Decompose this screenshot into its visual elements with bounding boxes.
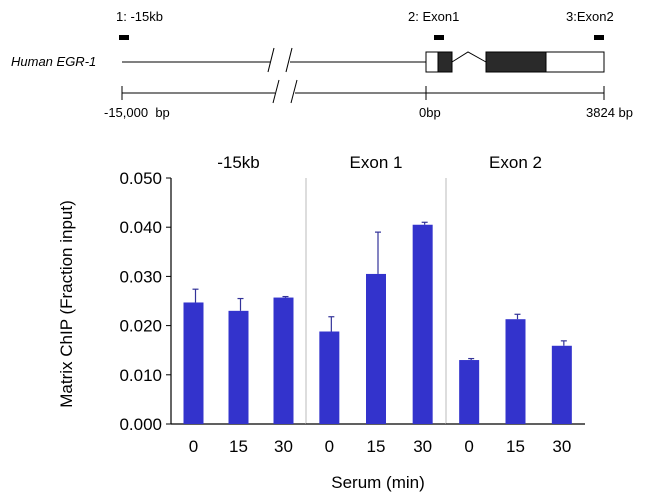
break-mark-2 <box>285 47 293 73</box>
gene-name: Human EGR-1 <box>11 54 96 69</box>
bar <box>412 224 433 424</box>
y-axis-label: Matrix ChIP (Fraction input) <box>57 200 76 408</box>
bar <box>228 310 249 424</box>
x-tick-label: 0 <box>464 437 473 456</box>
chart: Matrix ChIP (Fraction input) 0.0000.0100… <box>57 153 585 492</box>
x-tick-label: 30 <box>274 437 293 456</box>
site-label-1: 1: -15kb <box>116 9 163 24</box>
exon-1-utr <box>425 51 439 73</box>
panel-title: -15kb <box>217 153 260 172</box>
site-label-2: 2: Exon1 <box>408 9 459 24</box>
x-tick-label: 15 <box>506 437 525 456</box>
site-marker-1 <box>119 35 129 40</box>
scale-label-end: 3824 bp <box>586 105 633 120</box>
x-tick-label: 15 <box>229 437 248 456</box>
exon-2-coding <box>485 51 547 73</box>
scale-break-1 <box>272 79 280 104</box>
break-mark-1 <box>267 47 275 73</box>
x-tick-label: 15 <box>367 437 386 456</box>
y-tick-label: 0.020 <box>119 317 162 336</box>
y-tick-label: 0.010 <box>119 366 162 385</box>
panel-title: Exon 1 <box>350 153 403 172</box>
x-tick-label: 30 <box>413 437 432 456</box>
bar <box>183 302 204 424</box>
gene-map: 1: -15kb 2: Exon1 3:Exon2 Human EGR-1 <box>11 9 633 120</box>
site-label-3: 3:Exon2 <box>566 9 614 24</box>
bar <box>459 360 480 424</box>
panel-title: Exon 2 <box>489 153 542 172</box>
scale-break-2 <box>290 79 298 104</box>
bar <box>505 319 526 424</box>
x-tick-label: 30 <box>552 437 571 456</box>
panel-3: Exon 2 0 15 30 <box>445 153 585 456</box>
site-marker-3 <box>594 35 604 40</box>
y-tick-label: 0.030 <box>119 267 162 286</box>
panel-2: Exon 1 0 15 30 <box>305 153 446 456</box>
x-tick-label: 0 <box>325 437 334 456</box>
site-marker-2 <box>434 35 444 40</box>
y-tick-label: 0.040 <box>119 218 162 237</box>
chart-panels: -15kb 0 15 30 Exon 1 0 15 30 Exon 2 0 15 30 <box>170 153 585 456</box>
bar <box>551 345 572 424</box>
intron <box>451 51 487 63</box>
scale-label-start: -15,000 bp <box>104 105 170 120</box>
bar <box>319 331 340 424</box>
scale-label-zero: 0bp <box>419 105 441 120</box>
x-tick-label: 0 <box>189 437 198 456</box>
y-tick-label: 0.050 <box>119 169 162 188</box>
bar <box>273 297 294 424</box>
exon-2-utr <box>545 51 605 73</box>
bar <box>366 273 386 424</box>
y-axis-ticks: 0.000 0.010 0.020 0.030 0.040 0.050 <box>119 169 171 434</box>
y-tick-label: 0.000 <box>119 415 162 434</box>
x-axis-label: Serum (min) <box>331 473 425 492</box>
panel-1: -15kb 0 15 30 <box>170 153 306 456</box>
exon-1-coding <box>437 51 453 73</box>
